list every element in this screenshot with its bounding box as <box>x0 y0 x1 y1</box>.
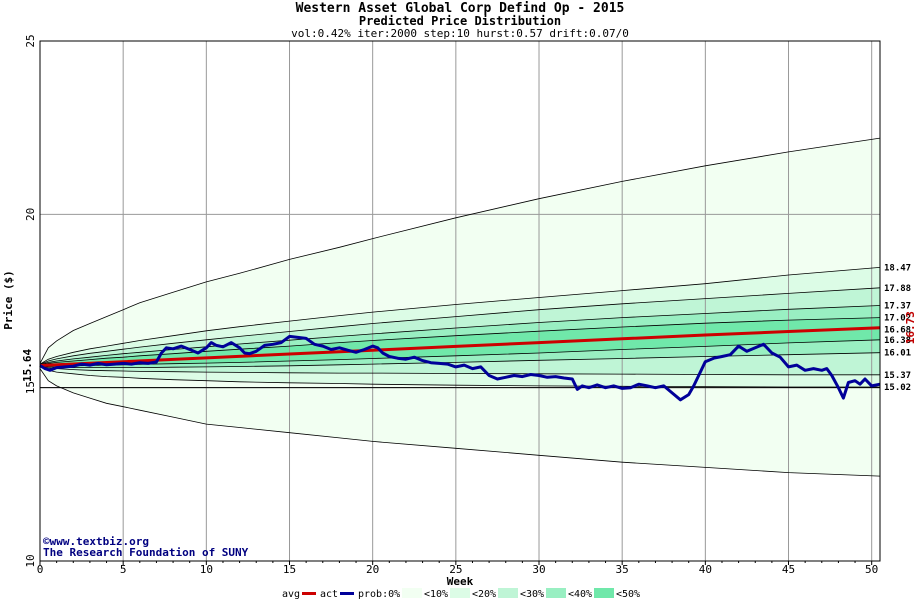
legend-bin-label-3: <40% <box>568 589 592 600</box>
band-line-1-upper <box>39 267 881 365</box>
band-end-label-17.02: 17.02 <box>884 314 911 324</box>
chart-title: Western Asset Global Corp Defind Op - 20… <box>296 1 625 16</box>
band-end-label-17.88: 17.88 <box>884 284 911 294</box>
credit-org: The Research Foundation of SUNY <box>43 546 249 559</box>
series-lines <box>39 326 881 402</box>
band-line-0-upper <box>39 137 881 364</box>
y-tick-label-15: 15 <box>24 381 37 394</box>
legend-prob-label: prob:0% <box>358 589 400 600</box>
band-line-0-lower <box>39 368 881 477</box>
x-tick-label-30: 30 <box>532 563 545 576</box>
legend-bin-label-1: <20% <box>472 589 496 600</box>
x-tick-label-20: 20 <box>366 563 379 576</box>
chart-subtitle: Predicted Price Distribution <box>359 14 561 28</box>
legend-bin-swatch-1 <box>450 588 470 598</box>
start-price-label: 15.64 <box>21 349 34 382</box>
x-tick-label-5: 5 <box>120 563 127 576</box>
x-tick-label-0: 0 <box>37 563 44 576</box>
legend-avg-label: avg <box>282 589 300 600</box>
band-line-3-lower <box>39 352 881 369</box>
legend-bin-label-0: <10% <box>424 589 448 600</box>
band-end-label-17.37: 17.37 <box>884 302 911 312</box>
x-axis-label: Week <box>447 575 474 588</box>
legend-avg-swatch <box>302 592 316 595</box>
credit-site: ©www.textbiz.org <box>43 535 149 548</box>
credit-site-text: www.textbiz.org <box>50 535 149 548</box>
band-line-2-upper <box>39 287 881 365</box>
x-tick-label-50: 50 <box>865 563 878 576</box>
legend-act-label: act <box>320 589 338 600</box>
probability-bands <box>40 138 880 477</box>
x-tick-label-45: 45 <box>782 563 795 576</box>
band-end-label-15.37: 15.37 <box>884 371 911 381</box>
legend-bin-label-4: <50% <box>616 589 640 600</box>
band-end-label-16.01: 16.01 <box>884 349 911 359</box>
band-line-2-lower <box>39 365 880 376</box>
axis-ticks: 0 5 10 15 20 25 30 35 40 45 50 10 15 20 25 15.64 <box>21 34 878 576</box>
y-tick-label-25: 25 <box>24 34 37 47</box>
simulation-params: vol:0.42% iter:2000 step:10 hurst:0.57 d… <box>291 27 629 40</box>
x-tick-label-40: 40 <box>699 563 712 576</box>
avg-series-line <box>39 326 881 367</box>
legend-bin-label-2: <30% <box>520 589 544 600</box>
band-end-label-16.68: 16.68 <box>884 325 911 335</box>
x-tick-label-25: 25 <box>449 563 462 576</box>
x-tick-label-15: 15 <box>283 563 296 576</box>
plot-frame <box>39 40 881 562</box>
act-series-line <box>39 334 881 402</box>
band-line-4-upper <box>39 317 881 366</box>
band-end-label-15.02: 15.02 <box>884 383 911 393</box>
legend-bin-swatch-0 <box>402 588 422 598</box>
legend-bin-swatch-4 <box>594 588 614 598</box>
band-end-label-18.47: 18.47 <box>884 263 911 273</box>
y-tick-label-10: 10 <box>24 554 37 567</box>
legend-act-swatch <box>340 592 354 595</box>
legend-bin-swatch-2 <box>498 588 518 598</box>
legend: avg act prob:0% <10% <20% <30% <40% <50% <box>282 588 640 600</box>
copyright-symbol: © <box>43 535 50 548</box>
x-tick-label-35: 35 <box>616 563 629 576</box>
band-end-label-16.38: 16.38 <box>884 336 911 346</box>
end-avg-label: 16.73 <box>904 311 917 344</box>
y-tick-label-20: 20 <box>24 208 37 221</box>
x-tick-label-10: 10 <box>200 563 213 576</box>
y-axis-label: Price ($) <box>2 270 15 330</box>
legend-bin-swatch-3 <box>546 588 566 598</box>
